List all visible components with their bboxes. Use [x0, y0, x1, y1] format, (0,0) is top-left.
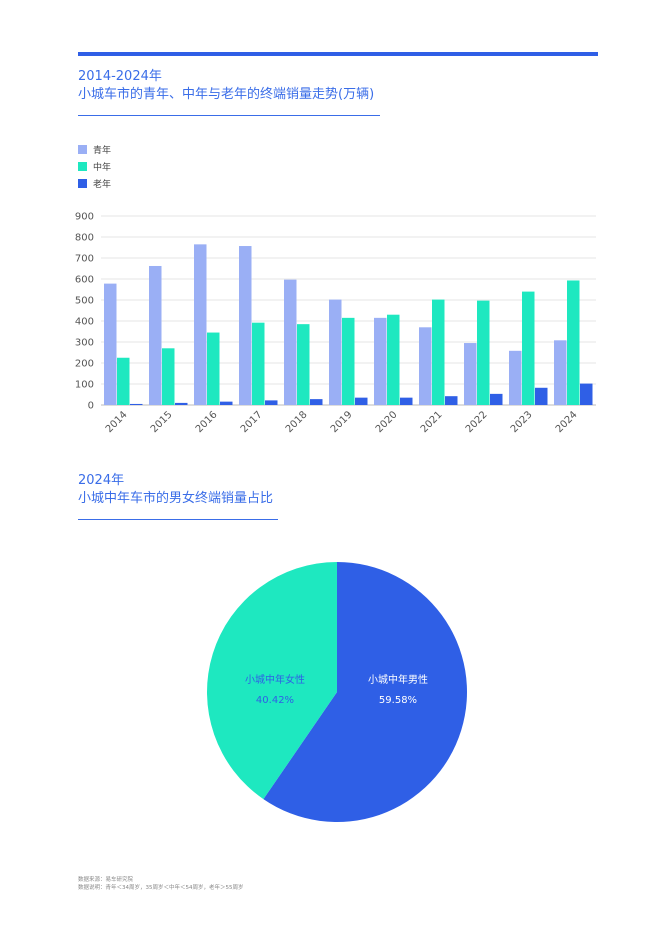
legend-item-middle: 中年: [78, 158, 111, 175]
pie-chart-title-line2: 小城中年车市的男女终端销量占比: [78, 491, 274, 506]
bar: [580, 383, 593, 405]
y-tick-label: 300: [75, 338, 94, 349]
x-tick-label: 2020: [374, 409, 400, 435]
pie-chart-title-underline: [78, 519, 278, 520]
bar: [509, 350, 522, 405]
y-tick-label: 700: [75, 254, 94, 265]
legend-swatch-elderly: [78, 179, 87, 188]
bar-chart: 0 100 200 300 400 500 600 700 800 900 2014 2015 2016…: [75, 212, 596, 435]
x-tick-label: 2023: [509, 409, 535, 435]
legend-swatch-youth: [78, 145, 87, 154]
bar: [149, 265, 162, 405]
bar: [130, 403, 143, 405]
bar: [297, 324, 310, 405]
pie-slice-label: 小城中年男性: [368, 673, 428, 686]
y-tick-label: 600: [75, 275, 94, 286]
bar: [265, 400, 278, 405]
y-tick-label: 200: [75, 359, 94, 370]
x-tick-label: 2014: [104, 409, 130, 435]
y-tick-label: 400: [75, 317, 94, 328]
footer-notes: 数据来源：易车研究院 数据说明：青年＜34周岁，35周岁＜中年＜54周岁，老年＞…: [78, 876, 244, 892]
bar: [310, 399, 323, 405]
bar: [284, 279, 297, 405]
bar: [567, 280, 580, 405]
bar-chart-title-line1: 2014-2024年: [78, 69, 162, 84]
bar: [374, 317, 387, 405]
legend-item-elderly: 老年: [78, 175, 111, 192]
legend-label-middle: 中年: [93, 163, 112, 173]
legend-item-youth: 青年: [78, 141, 111, 158]
bar: [477, 300, 490, 405]
pie-slice-value: 59.58%: [379, 695, 417, 706]
x-tick-label: 2017: [239, 409, 265, 435]
bar: [522, 291, 535, 405]
top-accent-rule: [78, 52, 598, 56]
bar: [117, 357, 130, 405]
y-tick-label: 0: [88, 401, 94, 412]
x-tick-label: 2024: [554, 409, 580, 435]
x-tick-label: 2019: [329, 409, 355, 435]
pie-chart-title-line1: 2024年: [78, 473, 125, 488]
bar: [355, 397, 368, 405]
x-tick-label: 2022: [464, 409, 490, 435]
bar: [175, 402, 188, 405]
bar: [104, 283, 117, 405]
bar: [220, 401, 233, 405]
bar: [445, 396, 458, 405]
footer-source: 数据来源：易车研究院: [78, 877, 134, 883]
bar-chart-title-line2: 小城车市的青年、中年与老年的终端销量走势(万辆): [78, 87, 375, 102]
bar-chart-legend: 青年 中年 老年: [78, 141, 111, 192]
pie-slice-label: 小城中年女性: [245, 673, 305, 686]
y-tick-label: 500: [75, 296, 94, 307]
bar: [162, 348, 175, 405]
bar: [400, 397, 413, 405]
bar: [464, 343, 477, 405]
bar: [554, 340, 567, 405]
x-tick-label: 2021: [419, 409, 445, 435]
y-tick-label: 100: [75, 380, 94, 391]
y-tick-label: 800: [75, 233, 94, 244]
bar: [239, 246, 252, 405]
bar: [194, 244, 207, 405]
bar-chart-title-underline: [78, 115, 380, 116]
bar: [207, 332, 220, 405]
x-tick-label: 2018: [284, 409, 310, 435]
legend-swatch-middle: [78, 162, 87, 171]
pie-chart-title: 2024年 小城中年车市的男女终端销量占比: [78, 472, 273, 508]
bar-chart-title: 2014-2024年 小城车市的青年、中年与老年的终端销量走势(万辆): [78, 68, 374, 104]
x-tick-label: 2016: [194, 409, 220, 435]
bar: [535, 387, 548, 405]
pie-slice: [206, 562, 337, 800]
footer-definition: 数据说明：青年＜34周岁，35周岁＜中年＜54周岁，老年＞55周岁: [78, 885, 244, 891]
legend-label-youth: 青年: [93, 146, 112, 156]
x-tick-label: 2015: [149, 409, 175, 435]
pie-slice: [263, 562, 467, 822]
y-tick-label: 900: [75, 212, 94, 223]
bar: [342, 317, 355, 405]
bar: [252, 322, 265, 405]
bar: [419, 327, 432, 405]
bar: [490, 393, 503, 405]
bar: [329, 299, 342, 405]
pie-slice-value: 40.42%: [256, 695, 294, 706]
bar: [387, 314, 400, 405]
legend-label-elderly: 老年: [93, 180, 112, 190]
pie-chart: 小城中年男性 59.58% 小城中年女性 40.42%: [206, 562, 467, 822]
bar: [432, 299, 445, 405]
